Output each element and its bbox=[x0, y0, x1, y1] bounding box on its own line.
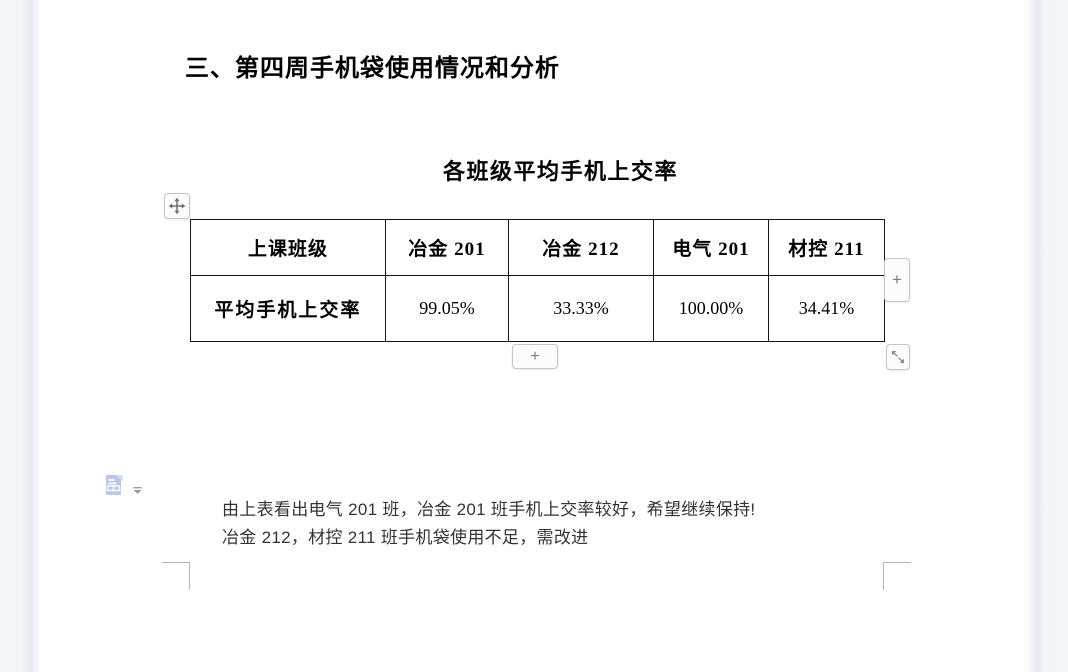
text-boundary-mark-right bbox=[883, 562, 911, 590]
value-cell-yejin201[interactable]: 99.05% bbox=[385, 275, 509, 342]
table-header-row: 上课班级 冶金 201 冶金 212 电气 201 材控 211 bbox=[190, 219, 885, 276]
text-boundary-mark-left bbox=[162, 562, 190, 590]
move-cross-arrows-icon bbox=[168, 197, 186, 215]
diagonal-resize-icon bbox=[890, 349, 906, 365]
table-data-row: 平均手机上交率 99.05% 33.33% 100.00% 34.41% bbox=[190, 275, 885, 342]
paragraph-line-1: 由上表看出电气 201 班，冶金 201 班手机上交率较好，希望继续保持! bbox=[222, 500, 756, 519]
app-background-right bbox=[1026, 0, 1068, 672]
table-move-handle[interactable] bbox=[164, 193, 190, 219]
header-cell-dianqi201[interactable]: 电气 201 bbox=[653, 219, 769, 276]
header-cell-caikong211[interactable]: 材控 211 bbox=[768, 219, 885, 276]
section-heading: 三、第四周手机袋使用情况和分析 bbox=[185, 55, 560, 82]
dropdown-arrow-icon bbox=[132, 482, 143, 500]
header-cell-yejin201[interactable]: 冶金 201 bbox=[385, 219, 509, 276]
header-cell-yejin212[interactable]: 冶金 212 bbox=[508, 219, 654, 276]
analysis-paragraph: 由上表看出电气 201 班，冶金 201 班手机上交率较好，希望继续保持! 冶金… bbox=[222, 496, 755, 552]
header-cell-class[interactable]: 上课班级 bbox=[190, 219, 386, 276]
value-cell-caikong211[interactable]: 34.41% bbox=[768, 275, 885, 342]
class-rate-table: 上课班级 冶金 201 冶金 212 电气 201 材控 211 平均手机上交率… bbox=[190, 219, 885, 342]
table-title: 各班级平均手机上交率 bbox=[443, 159, 679, 184]
paragraph-line-2: 冶金 212，材控 211 班手机袋使用不足，需改进 bbox=[222, 528, 589, 547]
table-resize-button[interactable] bbox=[886, 344, 910, 370]
add-row-button[interactable]: + bbox=[512, 344, 558, 369]
value-cell-dianqi201[interactable]: 100.00% bbox=[653, 275, 769, 342]
paste-options-button[interactable] bbox=[104, 473, 146, 499]
add-column-button[interactable]: + bbox=[884, 258, 910, 302]
value-cell-yejin212[interactable]: 33.33% bbox=[508, 275, 654, 342]
paste-options-icon bbox=[104, 473, 126, 502]
plus-icon: + bbox=[530, 347, 540, 365]
row-label-cell[interactable]: 平均手机上交率 bbox=[190, 275, 386, 342]
app-background-left bbox=[0, 0, 42, 672]
plus-icon: + bbox=[892, 270, 902, 289]
